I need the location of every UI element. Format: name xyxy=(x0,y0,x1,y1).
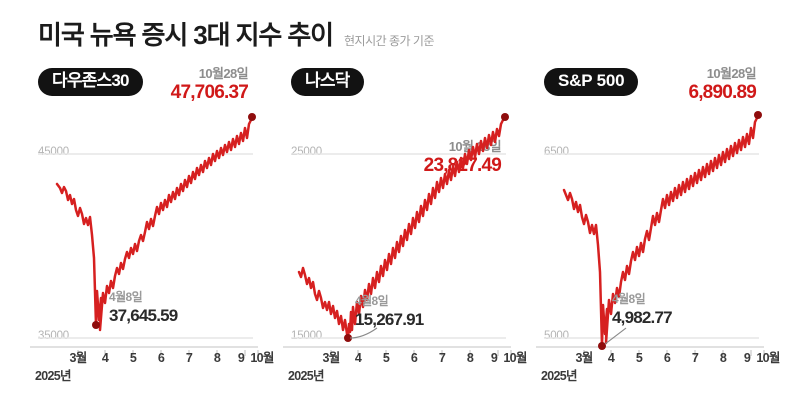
low-annotation-dow: 4월8일 37,645.59 xyxy=(109,290,178,326)
grid-label-dow-lower: 35000 xyxy=(38,330,69,342)
latest-value-block-dow: 10월28일 47,706.37 xyxy=(170,66,249,104)
panel-badge-nasdaq: 나스닥 xyxy=(291,68,364,96)
x-tick-sp500-6: 9 xyxy=(743,351,751,365)
x-tick-nasdaq-2: 5 xyxy=(382,351,390,365)
grid-label-sp500-lower: 5000 xyxy=(544,330,569,342)
panel-badge-sp500: S&P 500 xyxy=(544,68,639,96)
grid-label-sp500-upper: 6500 xyxy=(544,146,569,158)
chart-plot-sp500 xyxy=(536,111,765,356)
latest-date-sp500: 10월28일 xyxy=(706,66,757,81)
chart-plot-dow xyxy=(30,113,259,356)
low-value-nasdaq: 15,267.91 xyxy=(355,309,424,329)
grid-label-nasdaq-upper: 25000 xyxy=(291,146,322,158)
low-annotation-sp500: 4월8일 4,982.77 xyxy=(612,292,673,328)
x-tick-nasdaq-7: 10월 xyxy=(503,351,527,365)
x-tick-nasdaq-0: 3월 xyxy=(322,351,340,365)
chart-plot-nasdaq xyxy=(283,113,512,356)
x-tick-dow-5: 8 xyxy=(213,351,221,365)
x-tick-dow-4: 7 xyxy=(185,351,193,365)
x-axis-year-sp500: 2025년 xyxy=(541,369,578,383)
x-tick-nasdaq-6: 9 xyxy=(490,351,498,365)
grid-label-nasdaq-lower: 15000 xyxy=(291,330,322,342)
panel-badge-dow: 다우존스30 xyxy=(38,68,143,96)
x-tick-sp500-7: 10월 xyxy=(756,351,780,365)
x-tick-dow-7: 10월 xyxy=(250,351,274,365)
x-tick-nasdaq-4: 7 xyxy=(438,351,446,365)
x-tick-nasdaq-5: 8 xyxy=(466,351,474,365)
header: 미국 뉴욕 증시 3대 지수 추이 현지시간 종가 기준 xyxy=(0,0,800,62)
grid-label-dow-upper: 45000 xyxy=(38,146,69,158)
x-axis-year-nasdaq: 2025년 xyxy=(288,369,325,383)
page-title: 미국 뉴욕 증시 3대 지수 추이 xyxy=(38,20,334,50)
low-date-sp500: 4월8일 xyxy=(612,292,646,306)
x-tick-sp500-0: 3월 xyxy=(575,351,593,365)
chart-panels: 다우존스30 10월28일 47,706.37 45000 35000 xyxy=(0,62,800,400)
chart-panel-dow: 다우존스30 10월28일 47,706.37 45000 35000 xyxy=(0,62,274,400)
x-tick-dow-2: 5 xyxy=(129,351,137,365)
x-tick-nasdaq-3: 6 xyxy=(410,351,418,365)
x-tick-dow-0: 3월 xyxy=(69,351,87,365)
latest-value-sp500: 6,890.89 xyxy=(688,82,756,104)
x-tick-sp500-1: 4 xyxy=(607,351,615,365)
page-subtitle: 현지시간 종가 기준 xyxy=(344,34,435,48)
low-date-nasdaq: 4월8일 xyxy=(355,294,389,308)
x-tick-sp500-4: 7 xyxy=(691,351,699,365)
chart-panel-sp500: S&P 500 10월28일 6,890.89 6500 5000 xyxy=(506,62,780,400)
low-annotation-nasdaq: 4월8일 15,267.91 xyxy=(355,294,424,330)
x-tick-sp500-3: 6 xyxy=(663,351,671,365)
latest-date-dow: 10월28일 xyxy=(198,66,249,81)
x-axis-year-dow: 2025년 xyxy=(35,369,72,383)
x-axis-sp500: 3월 4 5 6 7 8 9 10월 2025년 xyxy=(506,351,780,400)
low-value-sp500: 4,982.77 xyxy=(612,307,673,327)
low-value-dow: 37,645.59 xyxy=(109,305,178,325)
x-tick-sp500-2: 5 xyxy=(635,351,643,365)
latest-value-dow: 47,706.37 xyxy=(170,82,249,104)
x-tick-nasdaq-1: 4 xyxy=(354,351,362,365)
x-tick-dow-3: 6 xyxy=(157,351,165,365)
low-date-dow: 4월8일 xyxy=(109,290,143,304)
x-axis-dow: 3월 4 5 6 7 8 9 10월 2025년 xyxy=(0,351,274,400)
x-tick-sp500-5: 8 xyxy=(719,351,727,365)
x-tick-dow-6: 9 xyxy=(237,351,245,365)
latest-value-block-sp500: 10월28일 6,890.89 xyxy=(688,66,756,104)
x-axis-nasdaq: 3월 4 5 6 7 8 9 10월 2025년 xyxy=(253,351,527,400)
chart-panel-nasdaq: 나스닥 10월 28일 23,827.49 25000 15000 xyxy=(253,62,527,400)
x-tick-dow-1: 4 xyxy=(101,351,109,365)
